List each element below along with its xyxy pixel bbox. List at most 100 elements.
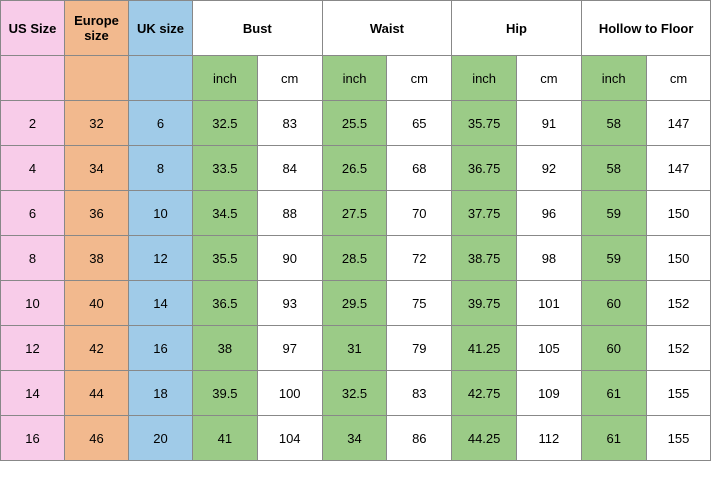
cell-hollow-cm: 155	[646, 371, 711, 416]
cell-waist-cm: 75	[387, 281, 452, 326]
cell-uk-size: 18	[129, 371, 193, 416]
unit-hollow-cm: cm	[646, 56, 711, 101]
cell-hip-inch: 35.75	[452, 101, 517, 146]
cell-hip-cm: 92	[517, 146, 582, 191]
cell-waist-inch: 27.5	[322, 191, 387, 236]
cell-bust-cm: 100	[257, 371, 322, 416]
unit-waist-inch: inch	[322, 56, 387, 101]
cell-eu-size: 40	[65, 281, 129, 326]
cell-uk-size: 12	[129, 236, 193, 281]
cell-waist-inch: 28.5	[322, 236, 387, 281]
cell-hip-inch: 36.75	[452, 146, 517, 191]
cell-us-size: 16	[1, 416, 65, 461]
cell-hip-inch: 39.75	[452, 281, 517, 326]
header-us-size: US Size	[1, 1, 65, 56]
cell-waist-cm: 86	[387, 416, 452, 461]
table-row: 10401436.59329.57539.7510160152	[1, 281, 711, 326]
cell-us-size: 10	[1, 281, 65, 326]
cell-bust-cm: 83	[257, 101, 322, 146]
cell-hollow-inch: 61	[581, 416, 646, 461]
size-chart-table: US Size Europe size UK size Bust Waist H…	[0, 0, 711, 461]
cell-eu-size: 44	[65, 371, 129, 416]
cell-bust-cm: 90	[257, 236, 322, 281]
table-row: 232632.58325.56535.759158147	[1, 101, 711, 146]
unit-eu-blank	[65, 56, 129, 101]
unit-waist-cm: cm	[387, 56, 452, 101]
cell-bust-cm: 93	[257, 281, 322, 326]
cell-hip-inch: 44.25	[452, 416, 517, 461]
table-row: 6361034.58827.57037.759659150	[1, 191, 711, 236]
cell-hip-inch: 42.75	[452, 371, 517, 416]
cell-hollow-cm: 152	[646, 326, 711, 371]
unit-uk-blank	[129, 56, 193, 101]
cell-waist-inch: 29.5	[322, 281, 387, 326]
cell-bust-cm: 84	[257, 146, 322, 191]
cell-us-size: 14	[1, 371, 65, 416]
cell-hip-cm: 96	[517, 191, 582, 236]
cell-uk-size: 6	[129, 101, 193, 146]
cell-bust-inch: 34.5	[193, 191, 258, 236]
unit-hollow-inch: inch	[581, 56, 646, 101]
header-waist: Waist	[322, 1, 452, 56]
table-body: 232632.58325.56535.759158147434833.58426…	[1, 101, 711, 461]
cell-hollow-inch: 60	[581, 326, 646, 371]
table-row: 16462041104348644.2511261155	[1, 416, 711, 461]
table-row: 434833.58426.56836.759258147	[1, 146, 711, 191]
cell-hollow-cm: 155	[646, 416, 711, 461]
cell-us-size: 2	[1, 101, 65, 146]
unit-bust-cm: cm	[257, 56, 322, 101]
cell-eu-size: 36	[65, 191, 129, 236]
cell-uk-size: 14	[129, 281, 193, 326]
cell-waist-cm: 68	[387, 146, 452, 191]
cell-bust-inch: 41	[193, 416, 258, 461]
cell-eu-size: 32	[65, 101, 129, 146]
cell-bust-inch: 38	[193, 326, 258, 371]
cell-hollow-cm: 150	[646, 191, 711, 236]
table-row: 1242163897317941.2510560152	[1, 326, 711, 371]
cell-waist-cm: 70	[387, 191, 452, 236]
cell-hollow-inch: 58	[581, 146, 646, 191]
cell-eu-size: 38	[65, 236, 129, 281]
cell-waist-inch: 32.5	[322, 371, 387, 416]
cell-hollow-cm: 147	[646, 101, 711, 146]
cell-bust-inch: 39.5	[193, 371, 258, 416]
cell-us-size: 6	[1, 191, 65, 236]
cell-hollow-inch: 61	[581, 371, 646, 416]
cell-hip-inch: 38.75	[452, 236, 517, 281]
cell-bust-inch: 36.5	[193, 281, 258, 326]
table-row: 14441839.510032.58342.7510961155	[1, 371, 711, 416]
cell-eu-size: 42	[65, 326, 129, 371]
cell-waist-cm: 79	[387, 326, 452, 371]
cell-waist-cm: 83	[387, 371, 452, 416]
cell-hollow-cm: 152	[646, 281, 711, 326]
cell-uk-size: 8	[129, 146, 193, 191]
cell-waist-inch: 34	[322, 416, 387, 461]
cell-eu-size: 34	[65, 146, 129, 191]
table-row: 8381235.59028.57238.759859150	[1, 236, 711, 281]
cell-bust-inch: 33.5	[193, 146, 258, 191]
cell-us-size: 8	[1, 236, 65, 281]
unit-hip-cm: cm	[517, 56, 582, 101]
cell-bust-cm: 97	[257, 326, 322, 371]
unit-bust-inch: inch	[193, 56, 258, 101]
cell-waist-inch: 31	[322, 326, 387, 371]
unit-us-blank	[1, 56, 65, 101]
cell-bust-cm: 88	[257, 191, 322, 236]
header-row: US Size Europe size UK size Bust Waist H…	[1, 1, 711, 56]
cell-bust-inch: 32.5	[193, 101, 258, 146]
cell-hollow-inch: 59	[581, 191, 646, 236]
header-bust: Bust	[193, 1, 323, 56]
cell-waist-cm: 65	[387, 101, 452, 146]
cell-hip-cm: 105	[517, 326, 582, 371]
cell-hollow-cm: 150	[646, 236, 711, 281]
cell-hip-inch: 37.75	[452, 191, 517, 236]
cell-hip-cm: 98	[517, 236, 582, 281]
cell-bust-inch: 35.5	[193, 236, 258, 281]
header-europe-size: Europe size	[65, 1, 129, 56]
cell-us-size: 12	[1, 326, 65, 371]
cell-hollow-inch: 59	[581, 236, 646, 281]
header-uk-size: UK size	[129, 1, 193, 56]
cell-uk-size: 16	[129, 326, 193, 371]
cell-waist-inch: 25.5	[322, 101, 387, 146]
unit-hip-inch: inch	[452, 56, 517, 101]
